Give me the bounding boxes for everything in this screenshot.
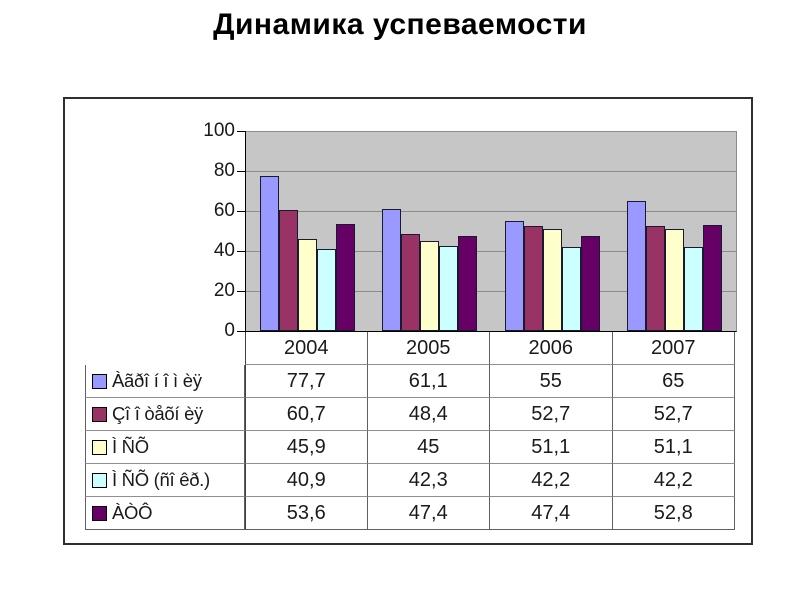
slide-title: Динамика успеваемости: [213, 8, 587, 41]
legend-key-icon: [92, 373, 107, 389]
y-tick-label-60: 60: [213, 200, 235, 221]
y-tick-label-0: 0: [224, 320, 235, 341]
bar-2007-series3: [665, 229, 685, 331]
legend-label: Ì ÑÕ (ñî êð.): [112, 469, 210, 490]
value-cell-2004-series3: 45,9: [245, 431, 368, 464]
bar-2006-series1: [504, 221, 524, 331]
value-cell-2006-series5: 47,4: [490, 497, 613, 530]
gridline-60: [246, 211, 736, 212]
y-tick-label-40: 40: [213, 240, 235, 261]
bar-2004-series1: [259, 176, 279, 331]
bar-2006-series4: [561, 247, 581, 331]
bar-2006-series2: [523, 226, 543, 331]
legend-key-icon: [92, 505, 107, 521]
value-cell-2005-series4: 42,3: [367, 464, 490, 497]
legend-item-series3: Ì ÑÕ: [85, 431, 245, 464]
bar-2005-series1: [382, 209, 402, 331]
value-cell-2004-series1: 77,7: [245, 365, 368, 398]
bar-2004-series3: [297, 239, 317, 331]
value-cell-2005-series2: 48,4: [367, 398, 490, 431]
plot-area: [245, 131, 737, 332]
category-header-2007: 2007: [612, 332, 735, 365]
value-cell-2007-series3: 51,1: [612, 431, 735, 464]
value-cell-2006-series2: 52,7: [490, 398, 613, 431]
y-tick-mark-100: [237, 131, 245, 132]
value-cell-2006-series1: 55: [490, 365, 613, 398]
gridline-40: [246, 251, 736, 252]
legend-key-icon: [92, 406, 107, 422]
value-cell-2007-series2: 52,7: [612, 398, 735, 431]
legend-label: ÀÒÔ: [112, 502, 153, 523]
bar-2004-series4: [316, 249, 336, 331]
value-cell-2007-series1: 65: [612, 365, 735, 398]
bar-2004-series5: [335, 224, 355, 331]
legend-label: Àãðî í î ì èÿ: [112, 370, 202, 391]
y-tick-label-80: 80: [213, 160, 235, 181]
bar-2005-series4: [439, 246, 459, 331]
value-cell-2004-series4: 40,9: [245, 464, 368, 497]
y-tick-mark-20: [237, 291, 245, 292]
bar-2007-series1: [627, 201, 647, 331]
bar-2007-series4: [684, 247, 704, 331]
y-tick-mark-0: [237, 331, 245, 332]
value-cell-2006-series3: 51,1: [490, 431, 613, 464]
bar-2007-series5: [703, 225, 723, 331]
bar-2004-series2: [278, 210, 298, 331]
bar-2006-series5: [580, 236, 600, 331]
table-corner-cell: [85, 332, 245, 365]
value-cell-2007-series4: 42,2: [612, 464, 735, 497]
bar-2007-series2: [646, 226, 666, 331]
legend-item-series1: Àãðî í î ì èÿ: [85, 365, 245, 398]
legend-item-series2: Çî î òåõí èÿ: [85, 398, 245, 431]
legend-key-icon: [92, 439, 107, 455]
gridline-20: [246, 291, 736, 292]
legend-item-series5: ÀÒÔ: [85, 497, 245, 530]
legend-item-series4: Ì ÑÕ (ñî êð.): [85, 464, 245, 497]
category-header-2006: 2006: [490, 332, 613, 365]
y-tick-mark-80: [237, 171, 245, 172]
bar-2005-series2: [401, 234, 421, 331]
value-cell-2005-series5: 47,4: [367, 497, 490, 530]
bar-2005-series3: [420, 241, 440, 331]
legend-label: Ì ÑÕ: [112, 436, 149, 457]
chart-data-table: 2004 2005 2006 2007 Àãðî í î ì èÿ 77,7 61,1 55 6…: [85, 332, 735, 530]
value-cell-2004-series2: 60,7: [245, 398, 368, 431]
y-tick-mark-40: [237, 251, 245, 252]
value-cell-2005-series3: 45: [367, 431, 490, 464]
value-cell-2005-series1: 61,1: [367, 365, 490, 398]
value-cell-2006-series4: 42,2: [490, 464, 613, 497]
category-header-2005: 2005: [367, 332, 490, 365]
legend-label: Çî î òåõí èÿ: [112, 403, 204, 424]
bar-2005-series5: [458, 236, 478, 331]
y-tick-label-20: 20: [213, 280, 235, 301]
category-header-2004: 2004: [245, 332, 368, 365]
chart-object: 0 20 40 60 80 100 2004 2005 2006 2007 Àãðî í î ì …: [63, 97, 753, 545]
value-cell-2007-series5: 52,8: [612, 497, 735, 530]
y-tick-label-100: 100: [203, 120, 235, 141]
y-tick-mark-60: [237, 211, 245, 212]
legend-key-icon: [92, 472, 107, 488]
gridline-80: [246, 171, 736, 172]
bar-2006-series3: [542, 229, 562, 331]
gridline-100: [246, 131, 736, 132]
value-cell-2004-series5: 53,6: [245, 497, 368, 530]
